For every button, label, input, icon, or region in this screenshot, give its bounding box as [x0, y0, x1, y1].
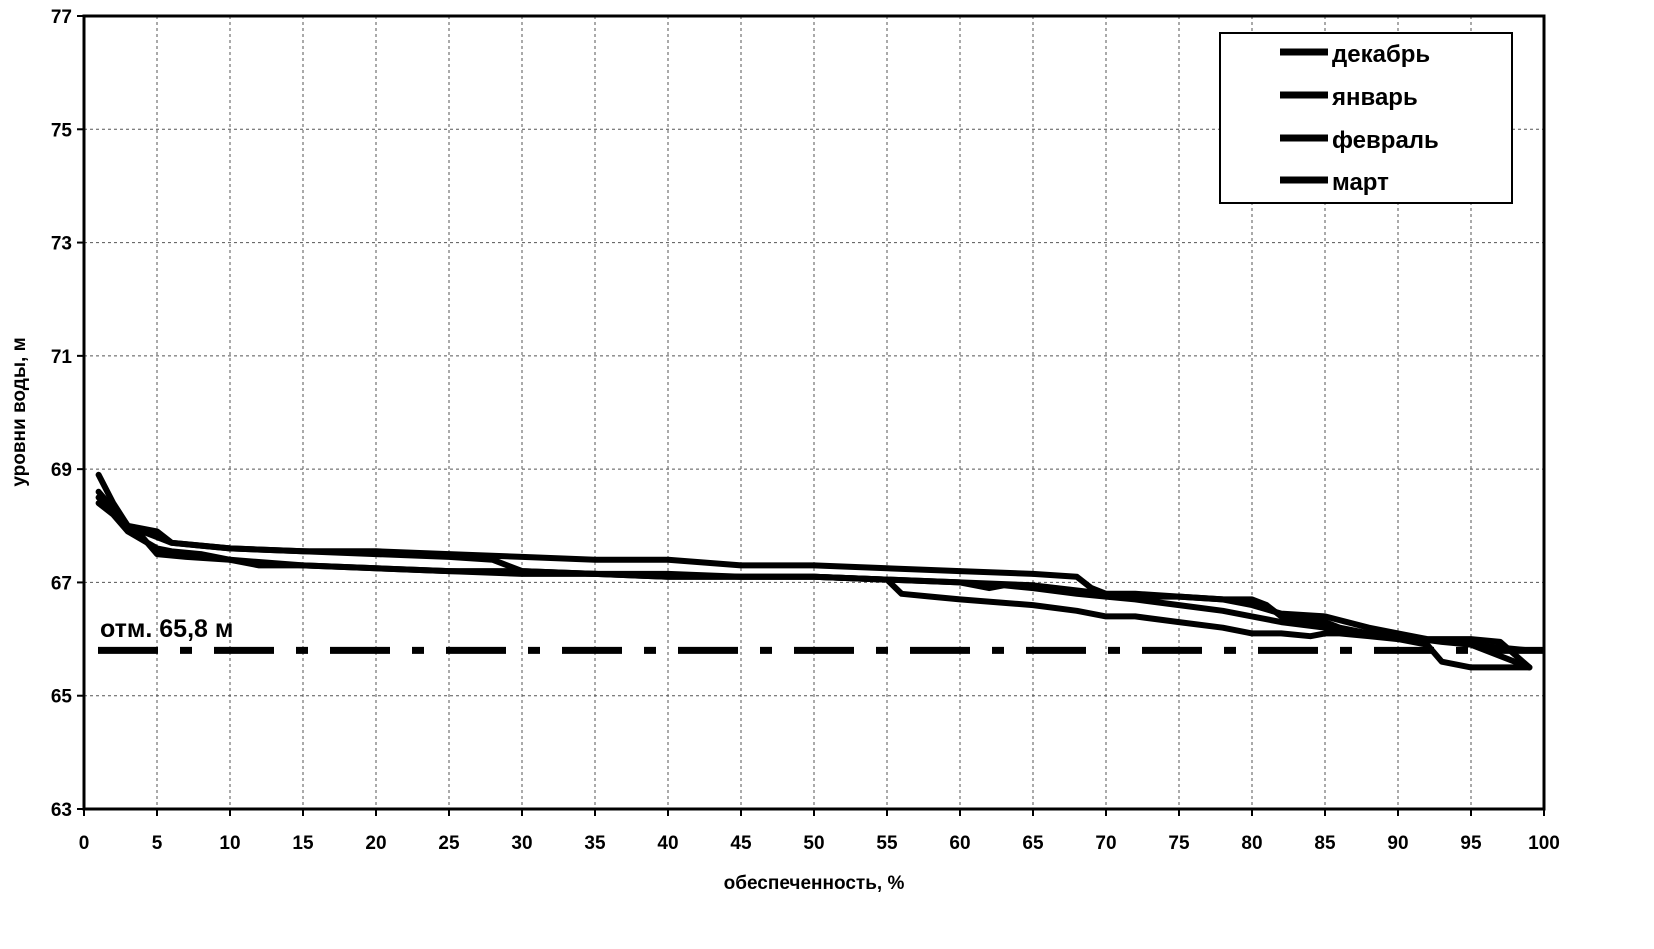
- x-tick-label: 40: [657, 833, 678, 854]
- x-tick-label: 5: [152, 833, 163, 854]
- legend-label-jan: январь: [1331, 84, 1418, 111]
- y-tick-label: 63: [51, 800, 72, 821]
- reference-line-label: отм. 65,8 м: [100, 615, 233, 643]
- y-tick-label: 77: [51, 7, 72, 28]
- legend-label-dec: декабрь: [1332, 41, 1430, 68]
- x-tick-label: 35: [584, 833, 606, 854]
- x-tick-label: 65: [1022, 833, 1044, 854]
- x-tick-label: 15: [292, 833, 314, 854]
- series-group: [95, 471, 1533, 671]
- series-line-mar: [95, 500, 1533, 654]
- x-tick-label: 85: [1314, 833, 1336, 854]
- x-axis-label: обеспеченность, %: [724, 873, 905, 894]
- x-tick-label: 55: [876, 833, 898, 854]
- x-tick-label: 20: [365, 833, 386, 854]
- y-tick-label: 67: [51, 573, 72, 594]
- legend: декабрь январь февраль март: [1219, 32, 1513, 204]
- y-axis-label: уровни воды, м: [9, 337, 30, 486]
- x-tick-label: 30: [511, 833, 532, 854]
- x-tick-label: 80: [1241, 833, 1262, 854]
- y-tick-label: 69: [51, 460, 72, 481]
- x-tick-label: 10: [219, 833, 240, 854]
- y-axis-ticks: 63 65 67 69 71 73 75 77: [51, 7, 84, 821]
- legend-label-mar: март: [1332, 169, 1389, 196]
- y-tick-label: 75: [51, 120, 73, 141]
- x-axis-ticks: 0 5 10 15 20 25 30 35 40 45 50 55 60 65 70 75 80 85 90 95 10…: [79, 809, 1560, 854]
- legend-box: [1219, 32, 1513, 204]
- y-tick-label: 73: [51, 234, 72, 255]
- grid: [84, 16, 1544, 809]
- x-tick-label: 60: [949, 833, 970, 854]
- y-tick-label: 65: [51, 687, 73, 708]
- legend-label-feb: февраль: [1332, 127, 1439, 154]
- x-tick-label: 75: [1168, 833, 1190, 854]
- x-tick-label: 90: [1387, 833, 1408, 854]
- x-tick-label: 70: [1095, 833, 1116, 854]
- x-tick-label: 50: [803, 833, 824, 854]
- x-tick-label: 45: [730, 833, 752, 854]
- x-tick-label: 25: [438, 833, 460, 854]
- y-tick-label: 71: [51, 347, 73, 368]
- x-tick-label: 95: [1460, 833, 1482, 854]
- x-tick-label: 0: [79, 833, 90, 854]
- x-tick-label: 100: [1528, 833, 1560, 854]
